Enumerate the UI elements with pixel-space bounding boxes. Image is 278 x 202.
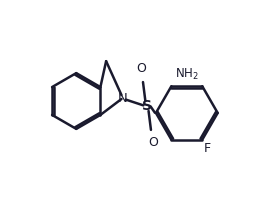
Text: NH$_2$: NH$_2$: [175, 67, 199, 82]
Text: O: O: [136, 62, 146, 76]
Text: O: O: [148, 137, 158, 149]
Text: S: S: [142, 99, 152, 113]
Text: N: N: [118, 92, 127, 104]
Text: F: F: [204, 142, 211, 155]
